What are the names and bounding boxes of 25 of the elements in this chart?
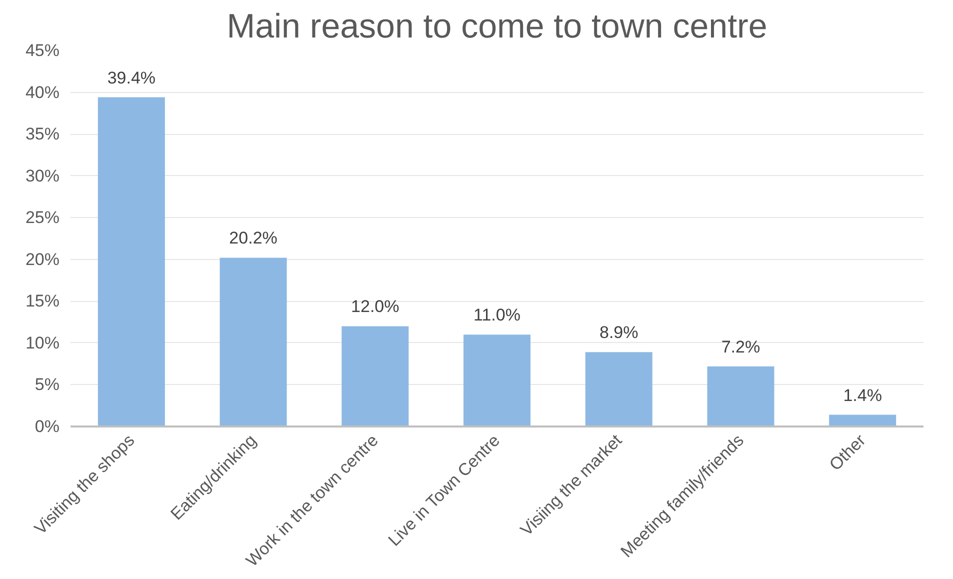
data-label: 11.0% xyxy=(474,306,520,325)
bar xyxy=(220,258,287,426)
y-tick-label: 0% xyxy=(34,417,60,436)
y-tick-label: 20% xyxy=(25,250,60,269)
data-label: 12.0% xyxy=(351,297,400,316)
bar xyxy=(98,97,165,426)
chart-title: Main reason to come to town centre xyxy=(226,8,768,46)
data-label: 8.9% xyxy=(599,323,638,342)
y-tick-label: 45% xyxy=(25,41,60,60)
data-label: 1.4% xyxy=(843,386,882,405)
y-tick-label: 5% xyxy=(34,375,60,394)
y-tick-label: 40% xyxy=(25,82,60,102)
bar xyxy=(585,352,652,426)
data-label: 7.2% xyxy=(721,337,760,356)
bar xyxy=(707,366,774,426)
data-label: 20.2% xyxy=(229,228,278,248)
y-tick-label: 25% xyxy=(25,208,60,228)
bar xyxy=(342,326,409,426)
y-tick-label: 35% xyxy=(25,124,60,144)
data-label: 39.4% xyxy=(107,68,156,88)
y-tick-label: 30% xyxy=(25,166,60,186)
y-tick-label: 10% xyxy=(25,333,60,352)
bar xyxy=(829,414,896,426)
y-tick-label: 15% xyxy=(25,292,60,311)
bar xyxy=(463,334,531,426)
